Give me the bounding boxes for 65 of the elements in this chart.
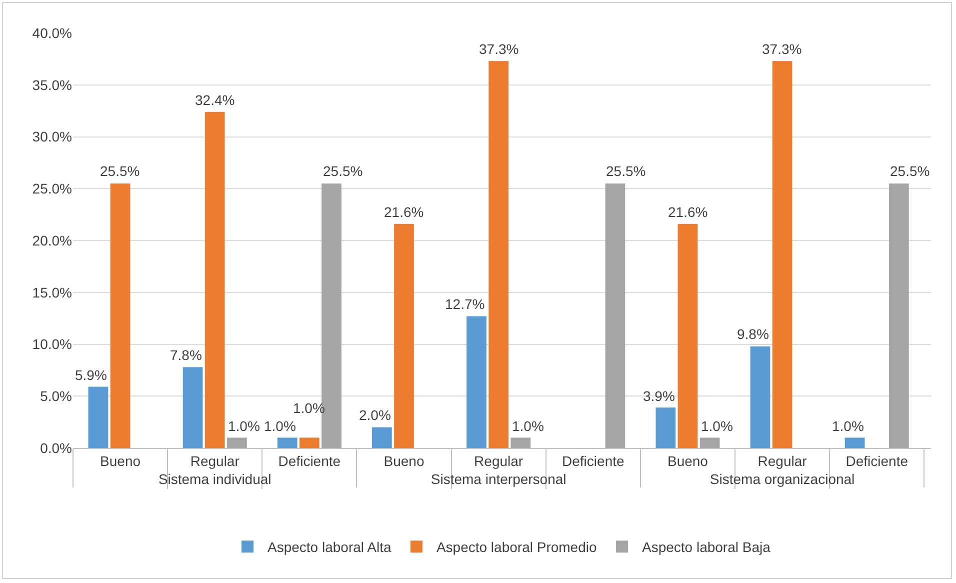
data-label: 25.5% (100, 163, 140, 179)
data-label: 7.8% (170, 347, 202, 363)
y-tick-label: 35.0% (32, 76, 72, 93)
data-label: 25.5% (890, 163, 930, 179)
text: Sistema organizacional (710, 470, 855, 487)
data-label: 3.9% (643, 388, 675, 404)
bar (88, 386, 108, 448)
bar (700, 438, 720, 448)
legend-label: Aspecto laboral Baja (642, 539, 771, 556)
bar (488, 61, 508, 448)
bar (466, 316, 486, 448)
data-label: 25.5% (323, 163, 363, 179)
bar (510, 438, 531, 448)
data-label: 25.5% (606, 163, 646, 179)
y-tick-label: 15.0% (32, 284, 72, 300)
data-label: 32.4% (195, 92, 235, 108)
data-label: 21.6% (668, 204, 708, 220)
y-tick-label: 40.0% (32, 24, 72, 41)
x-tick-label: Bueno (100, 452, 141, 469)
bar (394, 224, 414, 448)
x-tick-label: Deficiente (562, 452, 624, 469)
data-label: 1.0% (512, 418, 544, 434)
y-tick-label: 30.0% (32, 128, 72, 145)
x-tick-label: Regular (474, 452, 524, 469)
x-tick-label: Bueno (667, 452, 708, 469)
data-label: 2.0% (359, 407, 391, 423)
bar (844, 438, 865, 448)
bar (372, 427, 392, 448)
x-tick-label: Deficiente (278, 452, 341, 469)
data-label: 9.8% (737, 326, 769, 342)
bar (110, 183, 130, 448)
data-label: 1.0% (264, 418, 296, 434)
y-tick-label: 10.0% (32, 336, 72, 352)
data-label: 1.0% (293, 400, 325, 416)
bar (605, 183, 626, 448)
y-tick-label: 25.0% (32, 180, 72, 197)
y-tick-label: 0.0% (40, 440, 72, 456)
data-label: 5.9% (75, 367, 107, 383)
text: Sistema interpersonal (430, 470, 566, 487)
bar (889, 183, 909, 448)
bar (226, 438, 247, 448)
bar (678, 224, 698, 448)
bar (204, 112, 225, 448)
data-label: 1.0% (832, 418, 864, 434)
bar (277, 438, 298, 448)
bar (656, 408, 676, 448)
bar (750, 346, 770, 448)
y-tick-label: 5.0% (40, 388, 72, 404)
x-tick-label: Deficiente (846, 452, 908, 469)
data-label: 1.0% (228, 418, 260, 434)
data-label: 21.6% (384, 204, 424, 220)
x-tick-label: Regular (758, 452, 808, 469)
bar (182, 367, 203, 448)
legend-label: Aspecto laboral Alta (268, 539, 392, 556)
data-label: 37.3% (479, 41, 519, 57)
data-label: 37.3% (762, 41, 802, 57)
bar (300, 438, 320, 448)
bar (772, 61, 792, 448)
data-label: 12.7% (445, 296, 485, 312)
text: Sistema individual (158, 470, 272, 487)
legend-label: Aspecto laboral Promedio (436, 539, 597, 556)
x-tick-label: Regular (190, 452, 240, 469)
x-tick-label: Bueno (384, 452, 424, 469)
y-tick-label: 20.0% (32, 232, 72, 248)
data-label: 1.0% (701, 418, 733, 434)
